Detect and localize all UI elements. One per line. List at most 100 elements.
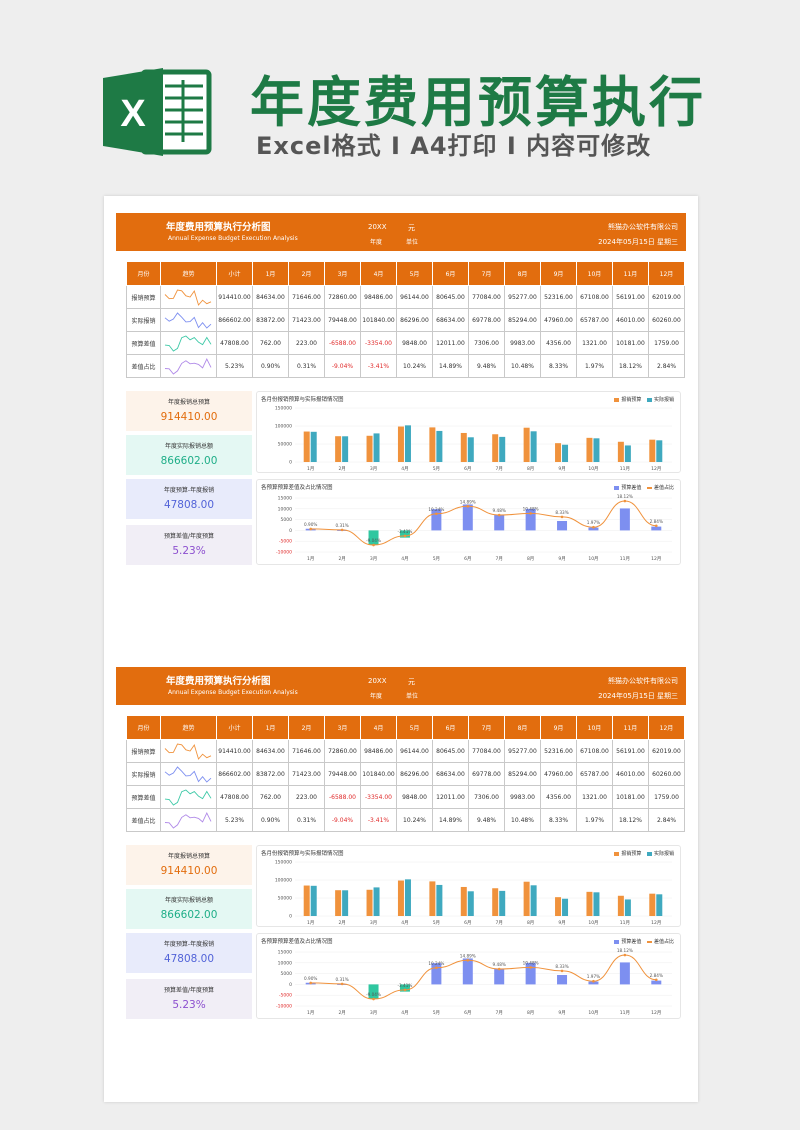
y-tick-label: 100000 <box>275 424 292 430</box>
column-header: 月份 <box>126 261 161 286</box>
y-tick-label: 0 <box>289 914 292 920</box>
data-label: 18.12% <box>617 494 633 499</box>
table-cell: 9983.00 <box>504 331 541 355</box>
y-tick-label: 5000 <box>281 971 293 977</box>
year-value[interactable]: 20XX <box>368 223 387 231</box>
column-header: 10月 <box>576 715 613 740</box>
table-cell: 80645.00 <box>432 739 469 763</box>
chart-title: 各预算预算差值及占比情况图 <box>261 939 333 945</box>
table-cell: 95277.00 <box>504 739 541 763</box>
sparkline-svg <box>164 334 212 352</box>
kpi-value: 5.23% <box>172 999 206 1011</box>
x-tick-label: 9月 <box>558 1010 565 1016</box>
bar <box>656 894 663 916</box>
row-label: 差值占比 <box>126 354 161 378</box>
table-cell: 12011.00 <box>432 785 469 809</box>
column-header: 11月 <box>612 261 649 286</box>
table-cell: 47808.00 <box>216 331 253 355</box>
ratio-point <box>560 969 564 973</box>
year-value[interactable]: 20XX <box>368 677 387 685</box>
bar <box>342 890 349 916</box>
trend-sparkline <box>160 331 217 355</box>
sparkline-path <box>164 357 212 375</box>
bar <box>303 431 310 462</box>
table-cell: -3354.00 <box>360 785 397 809</box>
legend-item: 差值占比 <box>646 485 674 491</box>
bar-chart-svg: 150000 100000 50000 0 1月 2月 3月 4月 5月 6月 7月 8月 9月 10月 1… <box>275 406 672 472</box>
bar <box>494 514 505 531</box>
bar <box>649 439 656 462</box>
legend-item: 预算差值 <box>614 939 641 945</box>
table-cell: 2.84% <box>648 354 685 378</box>
x-tick-label: 6月 <box>464 466 471 472</box>
sparkline-path <box>164 765 212 783</box>
x-tick-label: 4月 <box>401 920 408 926</box>
table-cell: -3354.00 <box>360 331 397 355</box>
bar <box>373 887 380 916</box>
table-cell: 67108.00 <box>576 285 613 309</box>
kpi-label: 年度实际报销总额 <box>164 443 213 450</box>
y-tick-label: 100000 <box>275 878 292 884</box>
y-tick-label: 10000 <box>278 506 292 512</box>
sparkline-svg <box>164 311 212 329</box>
x-tick-label: 12月 <box>651 920 661 926</box>
bar <box>366 889 373 916</box>
sparkline-svg <box>164 811 212 829</box>
kpi-label: 预算差值/年度预算 <box>163 533 215 540</box>
bar <box>588 981 599 985</box>
chart-title: 各预算预算差值及占比情况图 <box>261 485 333 491</box>
table-cell: 80645.00 <box>432 285 469 309</box>
x-tick-label: 11月 <box>620 1010 630 1016</box>
column-header: 4月 <box>360 261 397 286</box>
bar <box>467 437 474 462</box>
table-cell: 60260.00 <box>648 762 685 786</box>
ratio-point <box>560 515 564 519</box>
table-cell: 46010.00 <box>612 308 649 332</box>
column-header: 11月 <box>612 715 649 740</box>
kpi-diff-ratio: 预算差值/年度预算 5.23% <box>126 979 252 1019</box>
table-body: 报销预算 914410.00 84634.00 71646.00 72860.00 984… <box>126 285 685 378</box>
combo-chart-svg: 15000 10000 5000 0 -5000 -10000 1月 2月 3月 4月 5月 6月 7月… <box>276 494 672 562</box>
sparkline-path <box>164 334 212 352</box>
x-tick-label: 12月 <box>651 1010 661 1016</box>
x-tick-label: 3月 <box>370 466 377 472</box>
bar <box>586 891 593 916</box>
kpi-value: 5.23% <box>172 545 206 557</box>
x-tick-label: 3月 <box>370 920 377 926</box>
bar <box>429 427 436 462</box>
unit-value[interactable]: 元 <box>408 224 415 232</box>
bar <box>467 891 474 916</box>
bar <box>310 885 317 916</box>
bar <box>557 974 568 985</box>
x-tick-label: 8月 <box>527 466 534 472</box>
legend-item: 实际报销 <box>646 397 674 403</box>
ratio-point <box>592 979 595 983</box>
column-header: 1月 <box>252 715 289 740</box>
data-label: -3.41% <box>398 529 413 534</box>
trend-sparkline <box>160 308 217 332</box>
column-header: 趋势 <box>160 261 217 286</box>
table-cell: 71423.00 <box>288 762 325 786</box>
bar <box>366 435 373 462</box>
column-header: 4月 <box>360 715 397 740</box>
bar-chart-svg: 150000 100000 50000 0 1月 2月 3月 4月 5月 6月 7月 8月 9月 10月 1… <box>275 860 672 926</box>
table-cell: -6588.00 <box>324 785 361 809</box>
table-row: 报销预算 914410.00 84634.00 71646.00 72860.00 984… <box>126 285 685 309</box>
ratio-point <box>403 988 407 992</box>
data-label: 10.48% <box>523 960 539 965</box>
column-header: 8月 <box>504 261 541 286</box>
x-tick-label: 6月 <box>464 920 471 926</box>
kpi-total-actual: 年度实际报销总额 866602.00 <box>126 889 252 929</box>
data-label: 10.48% <box>523 506 539 511</box>
column-header: 6月 <box>432 261 469 286</box>
sheet-copy-2: 年度费用预算执行分析图 Annual Expense Budget Execut… <box>116 667 686 1027</box>
table-cell: 8.33% <box>540 808 577 832</box>
table-row: 差值占比 5.23% 0.90% 0.31% -9.04% -3.41% 10.24% 14.… <box>126 354 685 378</box>
unit-value[interactable]: 元 <box>408 678 415 686</box>
ratio-point <box>623 499 627 503</box>
x-tick-label: 9月 <box>558 466 565 472</box>
table-header-row: 月份 趋势 小计 1月 2月 3月 4月 5月 6月 7月 8月 9月 10月 11月 12月 <box>126 261 685 286</box>
bar <box>310 431 317 462</box>
sparkline-path <box>164 811 212 829</box>
table-cell: 10181.00 <box>612 331 649 355</box>
